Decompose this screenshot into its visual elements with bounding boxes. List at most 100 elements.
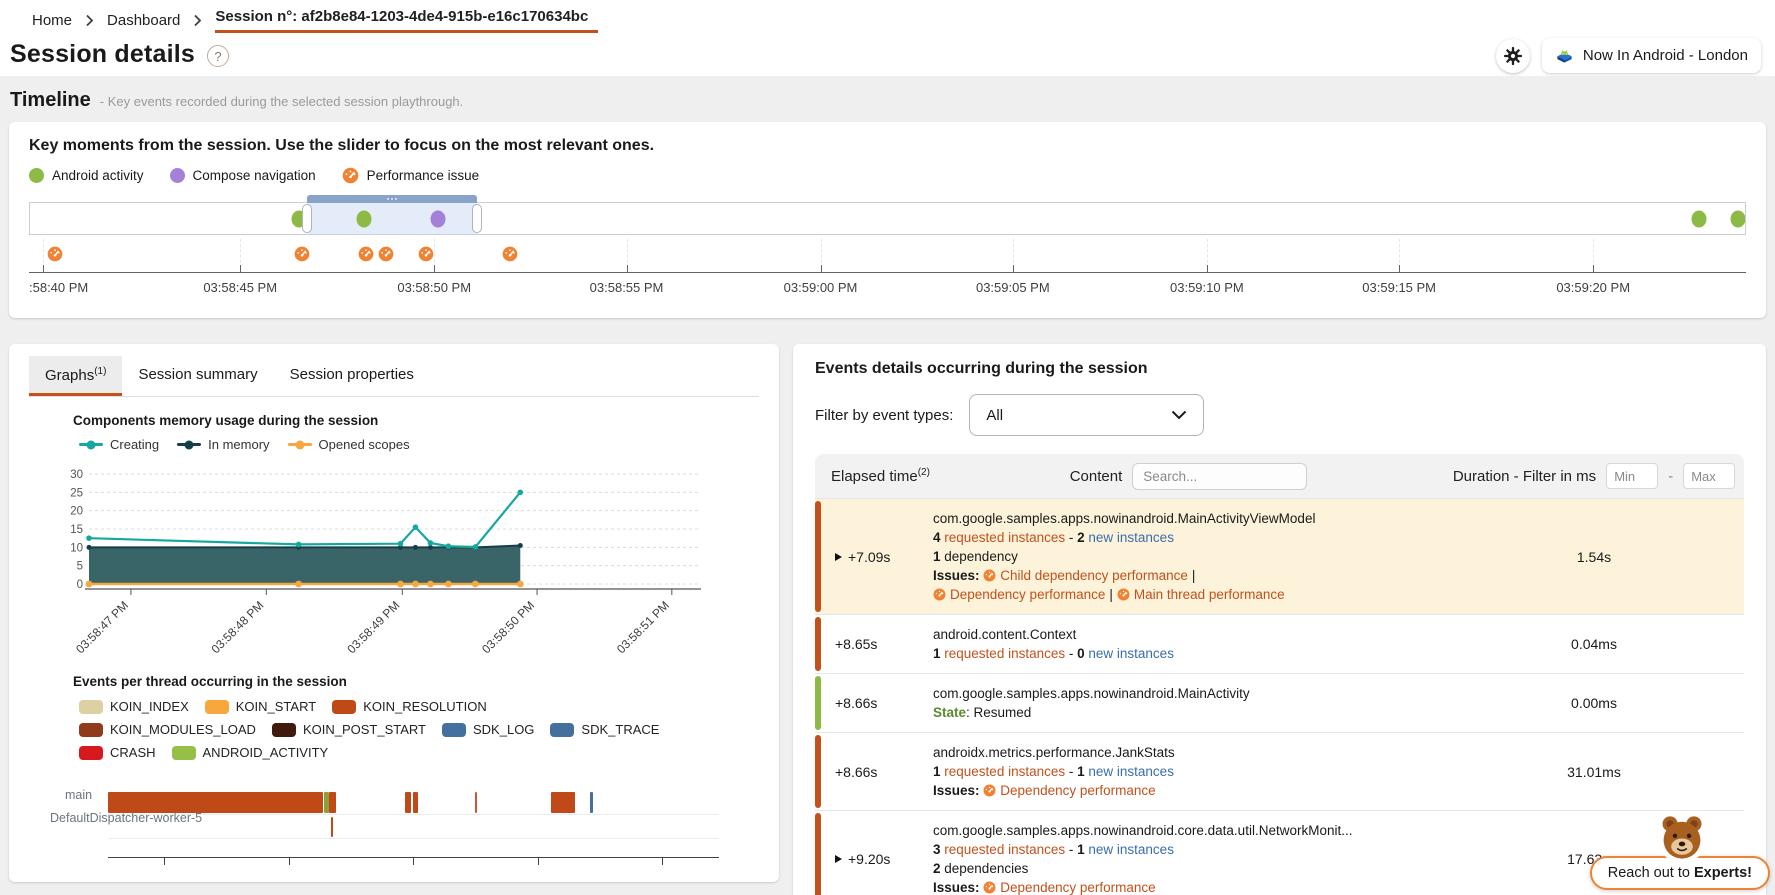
- breadcrumb-item[interactable]: Dashboard: [107, 12, 181, 29]
- slider-handle-right[interactable]: [472, 204, 483, 233]
- breadcrumb-item[interactable]: Session n°: af2b8e84-1203-4de4-915b-e16c…: [215, 8, 599, 33]
- legend-swatch: [79, 699, 103, 714]
- performance-event-marker[interactable]: [502, 246, 518, 267]
- elapsed-value: +8.66s: [835, 695, 878, 711]
- tab-session-properties[interactable]: Session properties: [289, 366, 414, 383]
- reach-out-button[interactable]: Reach out to Experts!: [1589, 856, 1770, 890]
- duration-max-input[interactable]: [1683, 463, 1736, 489]
- issue-link[interactable]: Dependency performance: [983, 783, 1156, 798]
- performance-event-marker[interactable]: [358, 246, 374, 267]
- filter-label: Filter by event types:: [815, 406, 954, 424]
- event-content: com.google.samples.apps.nowinandroid.Mai…: [933, 684, 1444, 722]
- timeline-slider[interactable]: [29, 194, 1746, 240]
- performance-event-marker[interactable]: [378, 246, 394, 267]
- legend-label: Opened scopes: [318, 437, 410, 452]
- legend-swatch: [332, 699, 357, 714]
- event-row[interactable]: +7.09s com.google.samples.apps.nowinandro…: [815, 498, 1744, 614]
- android-activity-dot: [1730, 210, 1745, 227]
- axis-label: :58:40 PM: [29, 280, 89, 295]
- slider-handle-left[interactable]: [302, 204, 313, 233]
- event-content: androidx.metrics.performance.JankStats 1 …: [933, 743, 1444, 800]
- svg-text:03:58:49 PM: 03:58:49 PM: [344, 598, 402, 656]
- thread-event-bar[interactable]: [331, 817, 334, 837]
- project-selector[interactable]: Now In Android - London: [1541, 38, 1761, 73]
- legend-swatch: [171, 745, 196, 760]
- memory-chart-title: Components memory usage during the sessi…: [73, 413, 379, 428]
- performance-event-marker[interactable]: [418, 246, 434, 267]
- requested-instances-link[interactable]: requested instances: [944, 530, 1066, 545]
- timeline-section-head: Timeline - Key events recorded during th…: [10, 89, 1775, 112]
- now-in-android-icon: [1557, 50, 1572, 63]
- event-type-select[interactable]: All: [969, 394, 1205, 436]
- event-row[interactable]: +8.66s androidx.metrics.performance.JankS…: [815, 732, 1744, 810]
- column-duration: Duration - Filter in ms -: [1444, 463, 1744, 489]
- svg-text:25: 25: [70, 487, 83, 499]
- thread-event-bar[interactable]: [412, 792, 419, 813]
- event-issues: Issues: Dependency performance: [933, 880, 1156, 895]
- svg-text:15: 15: [70, 524, 83, 536]
- issue-link[interactable]: Dependency performance: [983, 880, 1156, 895]
- legend-swatch: [271, 722, 296, 737]
- event-row[interactable]: +8.66s com.google.samples.apps.nowinandro…: [815, 673, 1744, 732]
- chevron-down-icon: [1172, 410, 1187, 420]
- new-instances-link[interactable]: new instances: [1088, 646, 1174, 661]
- slider-track[interactable]: [29, 202, 1746, 235]
- performance-issue-icon: [378, 246, 394, 262]
- thread-event-bar[interactable]: [108, 792, 324, 813]
- tab-graphs[interactable]: Graphs(1): [29, 356, 123, 396]
- legend-item: KOIN_INDEX: [79, 699, 189, 714]
- legend-label: Performance issue: [366, 168, 480, 183]
- thread-label: main: [65, 788, 93, 802]
- legend-label: Compose navigation: [192, 168, 316, 183]
- expand-icon[interactable]: [835, 855, 842, 863]
- legend-label: SDK_TRACE: [581, 722, 660, 737]
- events-table-header: Elapsed time(2) Content Duration - Filte…: [815, 454, 1744, 498]
- issue-link[interactable]: Child dependency performance: [983, 568, 1188, 583]
- slider-range-bar[interactable]: [307, 195, 478, 203]
- event-duration: 1.54s: [1576, 548, 1612, 565]
- timeline-section-subtitle: - Key events recorded during the selecte…: [99, 94, 464, 109]
- legend-item: Opened scopes: [287, 437, 410, 452]
- tab-session-summary[interactable]: Session summary: [138, 366, 258, 383]
- content-search-input[interactable]: [1132, 462, 1308, 490]
- requested-instances-link[interactable]: requested instances: [944, 646, 1066, 661]
- event-row[interactable]: +9.20s com.google.samples.apps.nowinandro…: [815, 810, 1744, 895]
- performance-issue-icon: [342, 167, 358, 184]
- thread-event-bar[interactable]: [474, 792, 478, 813]
- new-instances-link[interactable]: new instances: [1088, 842, 1174, 857]
- thread-event-bar[interactable]: [590, 792, 593, 813]
- new-instances-link[interactable]: new instances: [1088, 530, 1174, 545]
- new-instances-link[interactable]: new instances: [1088, 764, 1174, 779]
- performance-issue-icon: [294, 246, 310, 262]
- event-type-accent: [815, 735, 821, 808]
- breadcrumb-item[interactable]: Home: [32, 12, 73, 29]
- performance-event-marker[interactable]: [294, 246, 310, 267]
- expand-icon[interactable]: [835, 552, 842, 561]
- mascot-icon[interactable]: [1656, 812, 1708, 864]
- requested-instances-link[interactable]: requested instances: [944, 764, 1066, 779]
- thread-event-bar[interactable]: [329, 792, 336, 813]
- help-icon[interactable]: ?: [207, 45, 230, 67]
- axis-label: 03:59:15 PM: [1362, 280, 1437, 295]
- elapsed-value: +8.66s: [835, 763, 878, 780]
- legend-item: Performance issue: [342, 167, 480, 184]
- thread-event-bar[interactable]: [550, 792, 575, 813]
- slider-selection[interactable]: [307, 203, 478, 234]
- performance-event-marker[interactable]: [47, 246, 63, 267]
- performance-markers-row: [29, 239, 1746, 268]
- issue-link[interactable]: Dependency performance: [933, 587, 1105, 602]
- requested-instances-link[interactable]: requested instances: [944, 842, 1066, 857]
- svg-text:03:58:51 PM: 03:58:51 PM: [614, 598, 672, 656]
- settings-button[interactable]: [1495, 38, 1530, 73]
- legend-label: In memory: [208, 437, 270, 452]
- thread-event-bar[interactable]: [324, 792, 329, 813]
- duration-min-input[interactable]: [1606, 463, 1659, 489]
- performance-issue-icon: [47, 246, 63, 262]
- event-row[interactable]: +8.65s android.content.Context 1 requested…: [815, 614, 1744, 673]
- thread-event-bar[interactable]: [404, 792, 412, 813]
- thread-label: DefaultDispatcher-worker-5: [50, 811, 203, 825]
- event-elapsed: +8.65s: [815, 636, 933, 652]
- issue-link[interactable]: Main thread performance: [1117, 587, 1285, 602]
- breadcrumb-chevron-icon: [194, 14, 202, 27]
